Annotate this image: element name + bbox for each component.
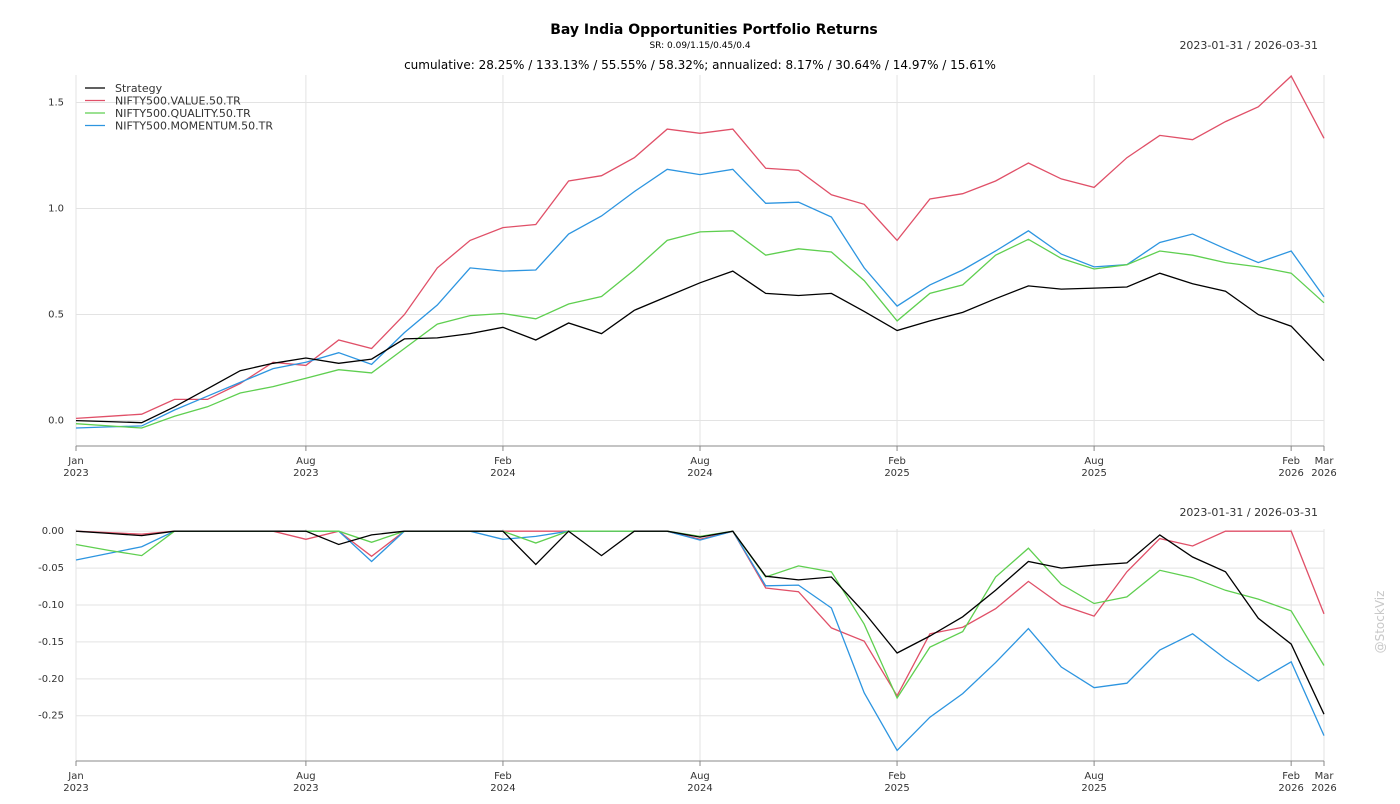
x-tick-label: Feb (494, 456, 512, 467)
x-tick-label: Aug (690, 456, 710, 467)
series-line-nifty500-quality-50-tr (75, 230, 1325, 429)
x-tick-label: Feb (1282, 456, 1300, 467)
x-tick-label: Jan (67, 771, 83, 782)
x-tick-label: 2024 (687, 783, 712, 794)
x-tick-label: 2023 (63, 783, 88, 794)
legend-label: NIFTY500.VALUE.50.TR (115, 95, 241, 108)
y-tick-label: 1.5 (48, 98, 64, 109)
x-tick-label: Mar (1315, 456, 1335, 467)
y-tick-label: 1.0 (48, 204, 64, 215)
y-tick-label: -0.10 (38, 600, 64, 611)
x-tick-label: 2026 (1278, 783, 1303, 794)
legend-label: Strategy (115, 82, 163, 95)
legend: StrategyNIFTY500.VALUE.50.TRNIFTY500.QUA… (85, 82, 273, 133)
drawdown-plot: 0.00-0.05-0.10-0.15-0.20-0.25Jan2023Aug2… (38, 526, 1337, 794)
x-tick-label: Feb (1282, 771, 1300, 782)
x-tick-label: 2026 (1278, 468, 1303, 479)
x-tick-label: 2023 (293, 468, 318, 479)
x-tick-label: 2026 (1311, 783, 1336, 794)
x-tick-label: Jan (67, 456, 83, 467)
chart-subtitle: SR: 0.09/1.15/0.45/0.4 (649, 41, 750, 51)
y-tick-label: 0.00 (42, 526, 64, 537)
chart-title: Bay India Opportunities Portfolio Return… (550, 22, 878, 38)
x-tick-label: 2024 (687, 468, 712, 479)
x-tick-label: 2023 (63, 468, 88, 479)
y-tick-label: -0.20 (38, 674, 64, 685)
y-tick-label: -0.05 (38, 563, 64, 574)
x-tick-label: 2025 (1081, 468, 1106, 479)
x-tick-label: Aug (1084, 771, 1104, 782)
y-tick-label: -0.15 (38, 637, 64, 648)
returns-annotation: cumulative: 28.25% / 133.13% / 55.55% / … (404, 58, 996, 72)
x-tick-label: 2026 (1311, 468, 1336, 479)
x-tick-label: 2025 (884, 783, 909, 794)
x-tick-label: Feb (494, 771, 512, 782)
series-line-nifty500-value-50-tr (75, 530, 1325, 698)
x-tick-label: Aug (690, 771, 710, 782)
x-tick-label: Mar (1315, 771, 1335, 782)
top-date-range: 2023-01-31 / 2026-03-31 (1179, 39, 1318, 52)
y-tick-label: 0.0 (48, 416, 64, 427)
series-line-nifty500-value-50-tr (75, 75, 1325, 420)
x-tick-label: Aug (296, 456, 316, 467)
x-tick-label: 2024 (490, 468, 515, 479)
legend-label: NIFTY500.MOMENTUM.50.TR (115, 120, 273, 133)
series-line-strategy (75, 270, 1325, 424)
series-line-nifty500-momentum-50-tr (75, 168, 1325, 429)
cumulative-returns-plot: 0.00.51.01.5Jan2023Aug2023Feb2024Aug2024… (48, 75, 1337, 479)
x-tick-label: 2024 (490, 783, 515, 794)
x-tick-label: Feb (888, 771, 906, 782)
x-tick-label: Feb (888, 456, 906, 467)
series-line-strategy (75, 530, 1325, 715)
x-tick-label: 2023 (293, 783, 318, 794)
bottom-date-range: 2023-01-31 / 2026-03-31 (1179, 506, 1318, 519)
x-tick-label: 2025 (1081, 783, 1106, 794)
watermark: @StockViz (1373, 591, 1387, 654)
legend-label: NIFTY500.QUALITY.50.TR (115, 107, 251, 120)
x-tick-label: Aug (1084, 456, 1104, 467)
y-tick-label: 0.5 (48, 310, 64, 321)
x-tick-label: Aug (296, 771, 316, 782)
x-tick-label: 2025 (884, 468, 909, 479)
y-tick-label: -0.25 (38, 711, 64, 722)
